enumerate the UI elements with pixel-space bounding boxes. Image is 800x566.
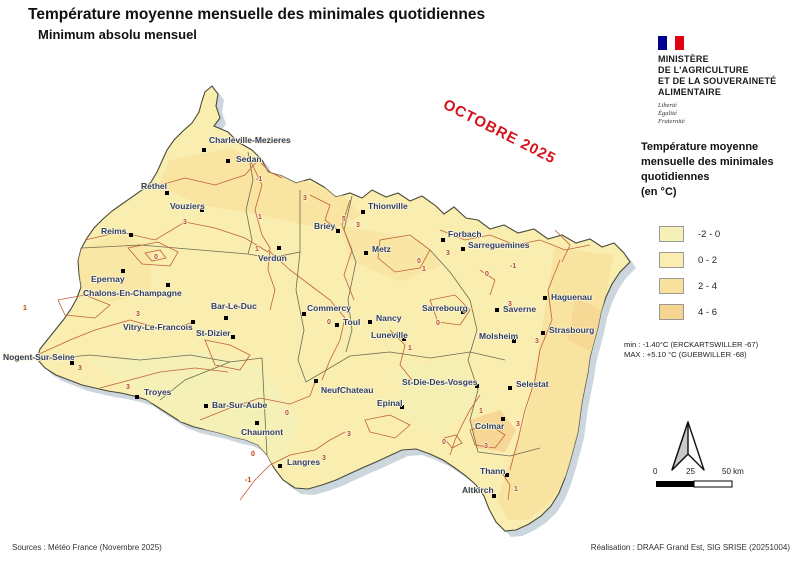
legend-swatch <box>659 252 684 268</box>
legend-label: 0 - 2 <box>698 254 718 266</box>
legend-title: Température moyenne mensuelle des minima… <box>641 141 774 198</box>
page-subtitle: Minimum absolu mensuel <box>38 27 197 42</box>
legend-item: 4 - 6 <box>659 299 720 325</box>
legend-label: -2 - 0 <box>698 228 721 240</box>
legend-item: 2 - 4 <box>659 273 720 299</box>
realisation-credit: Réalisation : DRAAF Grand Est, SIG SRISE… <box>590 543 790 552</box>
ministry-line: DE L'AGRICULTURE <box>658 65 749 75</box>
legend-label: 2 - 4 <box>698 280 718 292</box>
isotherm-lines <box>36 159 591 501</box>
page-title: Température moyenne mensuelle des minima… <box>28 6 486 23</box>
legend-item: 0 - 2 <box>659 247 720 273</box>
min-max-stats: min : -1.40°C (ERCKARTSWILLER -67) MAX :… <box>624 340 758 360</box>
north-arrow-icon <box>671 421 705 471</box>
scale-tick: 0 <box>653 467 658 476</box>
ministry-line: ALIMENTAIRE <box>658 87 722 97</box>
sources-credit: Sources : Météo France (Novembre 2025) <box>12 543 162 552</box>
legend-label: 4 - 6 <box>698 306 718 318</box>
ministry-line: MINISTÈRE <box>658 54 709 64</box>
max-value: MAX : +5.10 °C (GUEBWILLER -68) <box>624 350 747 359</box>
min-value: min : -1.40°C (ERCKARTSWILLER -67) <box>624 340 759 349</box>
scale-tick: 50 km <box>722 467 744 476</box>
legend-swatch <box>659 304 684 320</box>
legend-swatch <box>659 278 684 294</box>
french-flag-icon <box>658 36 685 50</box>
legend-item: -2 - 0 <box>659 221 720 247</box>
legend-items: -2 - 0 0 - 2 2 - 4 4 - 6 <box>659 221 720 325</box>
ministry-motto: Liberté Égalité Fraternité <box>658 102 685 125</box>
scale-tick: 25 <box>686 467 695 476</box>
department-borders <box>39 151 541 457</box>
ministry-block: MINISTÈRE DE L'AGRICULTURE ET DE LA SOUV… <box>658 36 798 126</box>
scale-bar <box>656 480 733 488</box>
ministry-line: ET DE LA SOUVERAINETÉ <box>658 76 777 86</box>
legend-swatch <box>659 226 684 242</box>
